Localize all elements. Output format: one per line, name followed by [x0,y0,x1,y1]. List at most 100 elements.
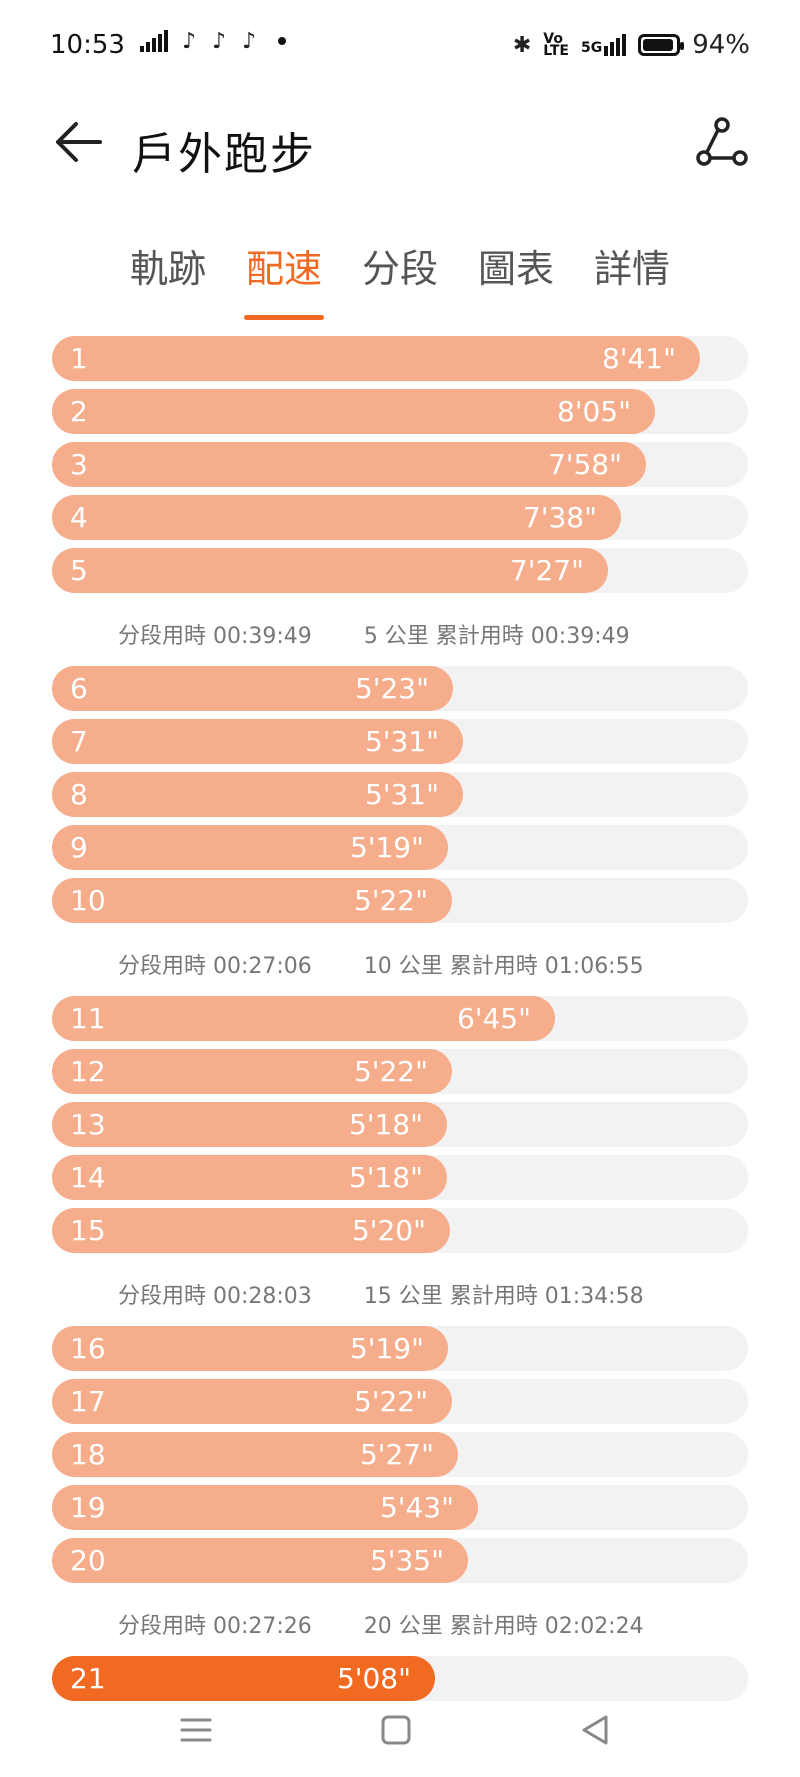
signal-bars-icon [140,30,170,52]
split-row: 7'38" 4 [52,495,748,540]
cellular-5g-icon: 5G [580,34,627,56]
home-icon [381,1715,411,1745]
split-km-label: 17 [70,1385,106,1418]
split-row: 5'27" 18 [52,1432,748,1477]
split-pace-label: 5'23" [354,672,429,705]
split-km-label: 12 [70,1055,106,1088]
split-km-label: 7 [70,725,88,758]
nav-back-button[interactable] [576,1710,616,1750]
split-row: 5'23" 6 [52,666,748,711]
pace-bar: 5'35" [52,1538,468,1583]
status-right: ✱ Vo LTE 5G 94% [513,30,750,60]
split-row: 8'05" 2 [52,389,748,434]
split-km-label: 6 [70,672,88,705]
split-pace-label: 5'22" [353,1385,428,1418]
split-row: 8'41" 1 [52,336,748,381]
home-button[interactable] [376,1710,416,1750]
split-pace-label: 7'58" [547,448,622,481]
pace-bar: 5'19" [52,1326,448,1371]
tab-details[interactable]: 詳情 [594,247,671,291]
tab-pace[interactable]: 配速 [243,238,324,320]
split-row: 5'19" 16 [52,1326,748,1371]
cumulative-time: 5 公里 累計用時 00:39:49 [363,623,630,649]
pace-bar: 5'22" [52,1049,452,1094]
share-button[interactable] [696,116,748,168]
status-bar: 10:53 ♪ ♪ ♪ ✱ Vo LTE 5G 94% [0,0,800,90]
split-km-label: 18 [70,1438,106,1471]
pace-bar: 5'20" [52,1208,450,1253]
cumulative-time: 20 公里 累計用時 02:02:24 [363,1613,644,1639]
cumulative-time: 15 公里 累計用時 01:34:58 [363,1283,644,1309]
split-pace-label: 5'20" [351,1214,426,1247]
pace-bar: 7'38" [52,495,621,540]
system-nav-bar [0,1680,800,1777]
status-time: 10:53 [50,30,125,60]
split-row: 5'18" 13 [52,1102,748,1147]
split-row: 7'27" 5 [52,548,748,593]
pace-bar: 6'45" [52,996,555,1041]
cumulative-time: 10 公里 累計用時 01:06:55 [363,953,644,979]
pace-bar: 8'05" [52,389,655,434]
split-row: 6'45" 11 [52,996,748,1041]
split-km-label: 19 [70,1491,106,1524]
tab-bar: 軌跡 配速 分段 圖表 詳情 [0,238,800,320]
menu-button[interactable] [176,1710,216,1750]
split-km-label: 2 [70,395,88,428]
segment-summary: 分段用時 00:27:26 20 公里 累計用時 02:02:24 [52,1591,748,1656]
network-type-label: 5G [580,40,603,56]
tiktok-icon: ♪ [211,28,227,54]
split-pace-label: 5'18" [348,1108,423,1141]
pace-bar: 7'27" [52,548,608,593]
segment-time: 分段用時 00:27:26 [118,1613,312,1639]
tab-charts[interactable]: 圖表 [478,247,555,291]
tab-track[interactable]: 軌跡 [129,247,206,291]
pace-list[interactable]: 8'41" 1 8'05" 2 7'58" 3 7'38" 4 7'27" 5 分段用時 00:39… [52,336,748,1709]
split-pace-label: 5'31" [364,778,439,811]
split-km-label: 9 [70,831,88,864]
split-pace-label: 5'22" [353,1055,428,1088]
back-button[interactable] [52,120,104,164]
split-km-label: 4 [70,501,88,534]
share-icon [696,117,748,166]
battery-percent: 94% [692,30,750,60]
menu-icon [180,1718,212,1742]
split-row: 7'58" 3 [52,442,748,487]
battery-icon [638,34,685,56]
pace-bar: 5'22" [52,878,452,923]
split-pace-label: 5'22" [353,884,428,917]
split-pace-label: 7'27" [509,554,584,587]
split-pace-label: 8'05" [556,395,631,428]
segment-time: 分段用時 00:39:49 [118,623,312,649]
split-pace-label: 5'08" [336,1662,411,1695]
pace-bar: 5'31" [52,772,463,817]
split-pace-label: 6'45" [456,1002,531,1035]
volte-icon: Vo LTE [543,31,569,59]
tiktok-icon: ♪ [181,28,197,54]
app-header: 戶外跑步 [0,100,800,190]
split-pace-label: 5'18" [348,1161,423,1194]
split-pace-label: 5'43" [379,1491,454,1524]
split-pace-label: 5'35" [369,1544,444,1577]
split-row: 5'31" 7 [52,719,748,764]
split-pace-label: 7'38" [522,501,597,534]
pace-bar: 5'18" [52,1155,447,1200]
split-km-label: 15 [70,1214,106,1247]
segment-time: 分段用時 00:27:06 [118,953,312,979]
split-row: 5'22" 17 [52,1379,748,1424]
split-row: 5'35" 20 [52,1538,748,1583]
split-km-label: 21 [70,1662,106,1695]
split-row: 5'43" 19 [52,1485,748,1530]
split-pace-label: 5'19" [349,831,424,864]
split-km-label: 14 [70,1161,106,1194]
split-pace-label: 8'41" [601,342,676,375]
split-km-label: 5 [70,554,88,587]
split-km-label: 3 [70,448,88,481]
split-km-label: 16 [70,1332,106,1365]
split-row: 5'19" 9 [52,825,748,870]
split-row: 5'08" 21 [52,1656,748,1701]
split-pace-label: 5'19" [349,1332,424,1365]
split-pace-label: 5'27" [359,1438,434,1471]
split-row: 5'20" 15 [52,1208,748,1253]
tab-splits[interactable]: 分段 [361,247,438,291]
split-pace-label: 5'31" [364,725,439,758]
